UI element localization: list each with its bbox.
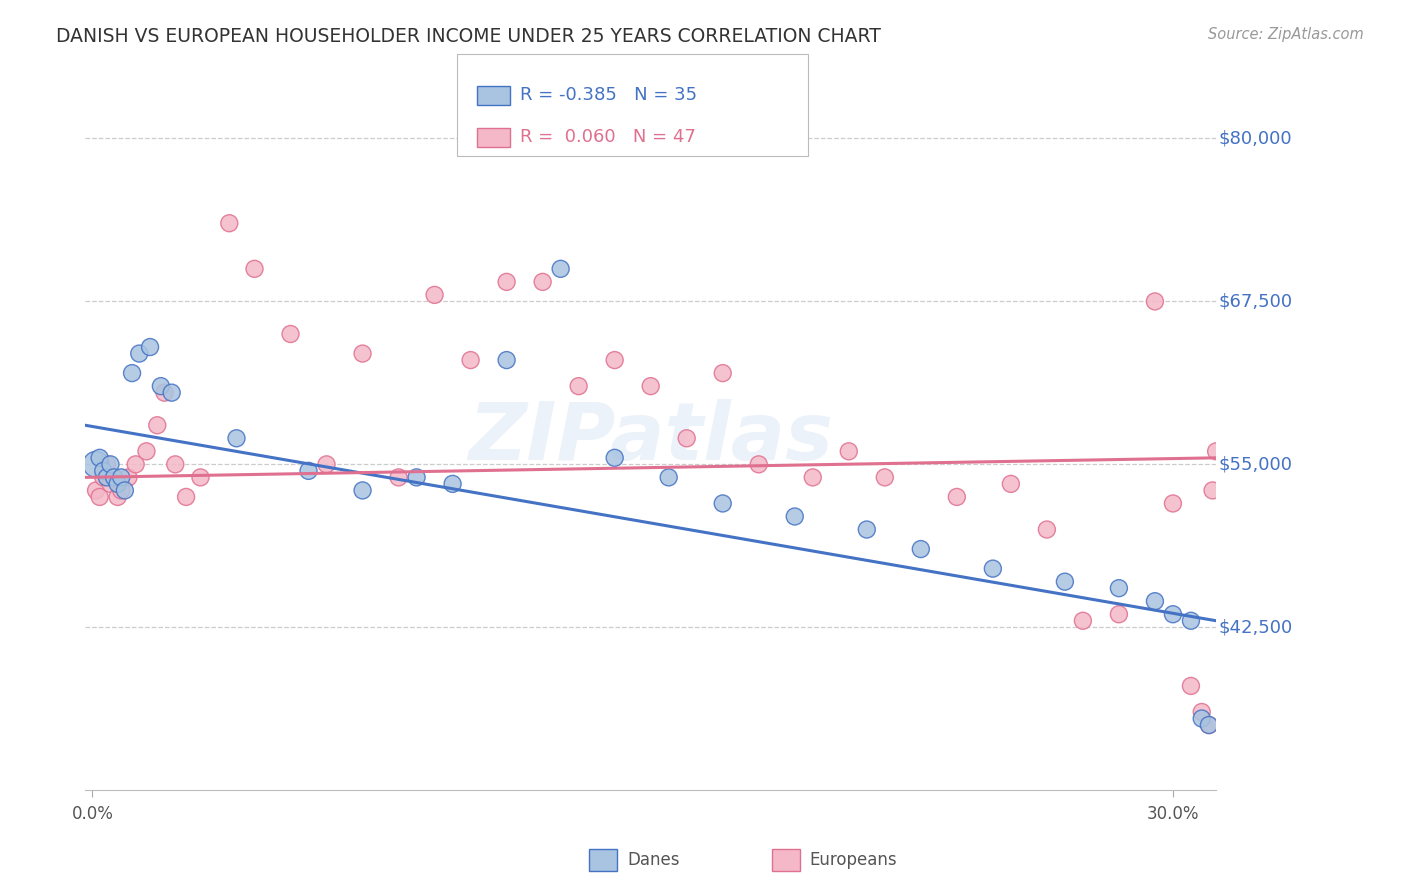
- Point: [117, 470, 139, 484]
- Point: [748, 458, 770, 472]
- Point: [225, 431, 247, 445]
- Point: [1143, 594, 1166, 608]
- Point: [103, 470, 125, 484]
- Point: [91, 470, 114, 484]
- Point: [1201, 483, 1223, 498]
- Text: Danes: Danes: [627, 851, 679, 869]
- Point: [124, 458, 146, 472]
- Point: [981, 561, 1004, 575]
- Point: [441, 476, 464, 491]
- Point: [1180, 614, 1202, 628]
- Point: [658, 470, 681, 484]
- Point: [460, 353, 482, 368]
- Point: [711, 366, 734, 380]
- Point: [110, 470, 132, 484]
- Text: $80,000: $80,000: [1219, 129, 1292, 147]
- Point: [1198, 718, 1220, 732]
- Point: [190, 470, 212, 484]
- Point: [352, 483, 374, 498]
- Point: [1000, 476, 1022, 491]
- Point: [1108, 581, 1130, 595]
- Point: [107, 490, 129, 504]
- Point: [946, 490, 969, 504]
- Point: [910, 542, 932, 557]
- Point: [297, 464, 319, 478]
- Point: [1053, 574, 1076, 589]
- Text: Source: ZipAtlas.com: Source: ZipAtlas.com: [1208, 27, 1364, 42]
- Point: [495, 353, 517, 368]
- Point: [100, 476, 122, 491]
- Point: [96, 458, 118, 472]
- Point: [218, 216, 240, 230]
- Point: [89, 450, 111, 465]
- Point: [1161, 607, 1184, 622]
- Point: [107, 476, 129, 491]
- Point: [89, 490, 111, 504]
- Point: [149, 379, 172, 393]
- Point: [1161, 496, 1184, 510]
- Point: [91, 464, 114, 478]
- Point: [855, 523, 877, 537]
- Point: [1198, 718, 1220, 732]
- Point: [550, 261, 572, 276]
- Point: [603, 450, 626, 465]
- Point: [1205, 444, 1227, 458]
- Point: [1036, 523, 1059, 537]
- Point: [110, 483, 132, 498]
- Point: [146, 418, 169, 433]
- Text: ZIPatlas: ZIPatlas: [468, 400, 834, 477]
- Point: [103, 470, 125, 484]
- Point: [352, 346, 374, 360]
- Point: [423, 288, 446, 302]
- Point: [495, 275, 517, 289]
- Point: [315, 458, 337, 472]
- Point: [153, 385, 176, 400]
- Point: [838, 444, 860, 458]
- Point: [174, 490, 197, 504]
- Point: [1071, 614, 1094, 628]
- Text: $67,500: $67,500: [1219, 293, 1292, 310]
- Point: [84, 458, 107, 472]
- Point: [280, 326, 302, 341]
- Point: [783, 509, 806, 524]
- Point: [1191, 705, 1213, 719]
- Text: $55,000: $55,000: [1219, 455, 1292, 474]
- Point: [1143, 294, 1166, 309]
- Point: [165, 458, 187, 472]
- Point: [128, 346, 150, 360]
- Point: [640, 379, 662, 393]
- Point: [1191, 712, 1213, 726]
- Point: [114, 483, 136, 498]
- Point: [531, 275, 554, 289]
- Point: [387, 470, 409, 484]
- Point: [243, 261, 266, 276]
- Point: [873, 470, 896, 484]
- Text: Europeans: Europeans: [810, 851, 897, 869]
- Point: [121, 366, 143, 380]
- Point: [1180, 679, 1202, 693]
- Point: [801, 470, 824, 484]
- Text: R = -0.385   N = 35: R = -0.385 N = 35: [520, 86, 697, 103]
- Text: $42,500: $42,500: [1219, 618, 1292, 636]
- Point: [603, 353, 626, 368]
- Point: [100, 458, 122, 472]
- Point: [711, 496, 734, 510]
- Point: [139, 340, 162, 354]
- Point: [675, 431, 697, 445]
- Point: [160, 385, 183, 400]
- Point: [96, 470, 118, 484]
- Point: [405, 470, 427, 484]
- Point: [135, 444, 157, 458]
- Text: R =  0.060   N = 47: R = 0.060 N = 47: [520, 128, 696, 145]
- Point: [1108, 607, 1130, 622]
- Point: [84, 483, 107, 498]
- Text: DANISH VS EUROPEAN HOUSEHOLDER INCOME UNDER 25 YEARS CORRELATION CHART: DANISH VS EUROPEAN HOUSEHOLDER INCOME UN…: [56, 27, 882, 45]
- Point: [568, 379, 591, 393]
